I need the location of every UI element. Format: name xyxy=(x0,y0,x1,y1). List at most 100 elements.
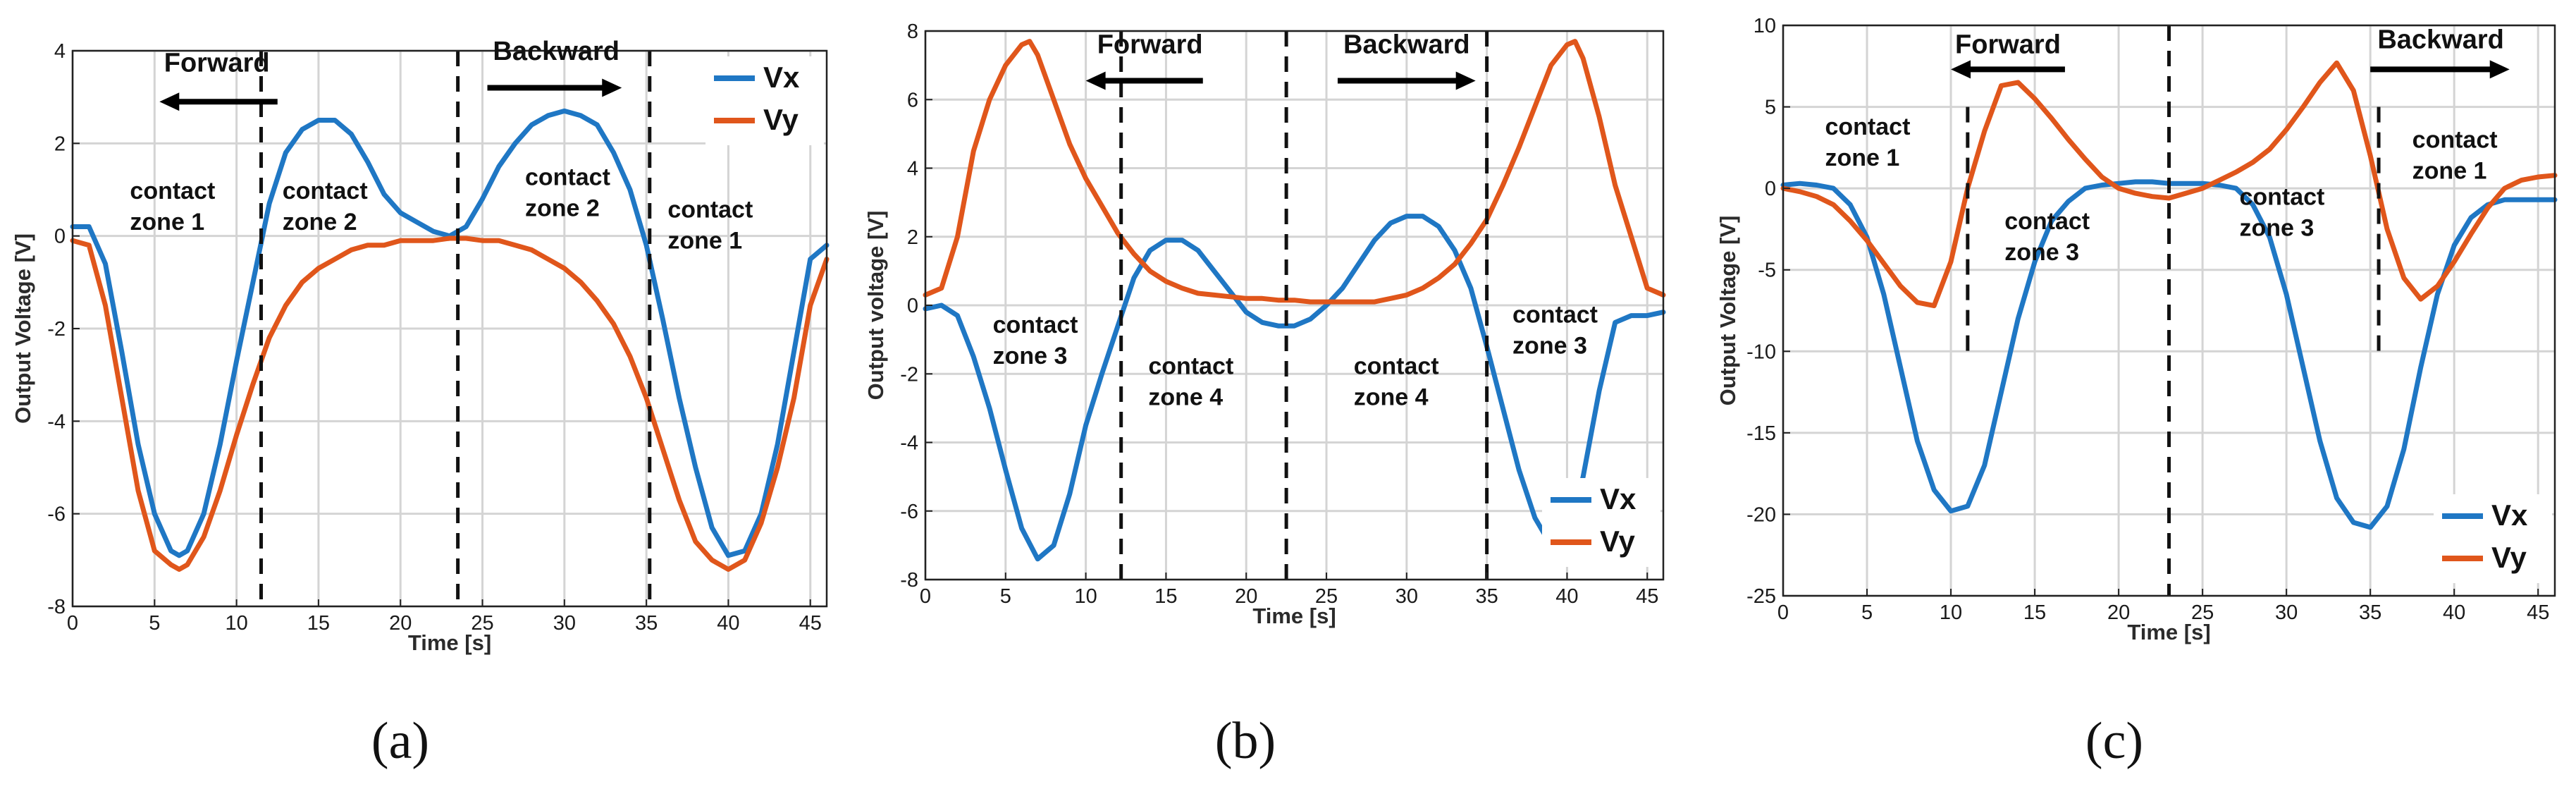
x-tick-label: 40 xyxy=(2443,601,2465,624)
axes-frame xyxy=(1782,24,2556,597)
annotation-line: zone 1 xyxy=(1825,145,1900,171)
x-tick-label: 40 xyxy=(717,612,739,635)
y-tick-label: 4 xyxy=(54,40,66,63)
legend: Vx Vy xyxy=(705,56,824,145)
y-tick-label: -2 xyxy=(47,318,66,341)
direction-label-backward: Backward xyxy=(2377,25,2504,54)
x-tick-label: 35 xyxy=(2359,601,2381,624)
y-tick-label: -6 xyxy=(900,501,918,523)
y-tick-label: -4 xyxy=(47,410,66,433)
x-tick-label: 20 xyxy=(1235,585,1257,608)
direction-label-forward: Forward xyxy=(1097,30,1203,60)
y-tick-label: -20 xyxy=(1746,503,1776,526)
annotation-line: contact xyxy=(667,196,753,223)
x-tick-label: 20 xyxy=(389,612,412,635)
direction-arrow-head xyxy=(1455,71,1476,90)
legend: Vx Vy xyxy=(2434,494,2552,583)
legend: Vx Vy xyxy=(1542,478,1660,567)
legend-label-vy: Vy xyxy=(1600,525,1635,558)
annotation-line: zone 2 xyxy=(283,209,357,236)
direction-label-forward: Forward xyxy=(164,49,270,78)
x-axis-label: Time [s] xyxy=(408,630,491,655)
annotation-line: zone 3 xyxy=(993,343,1068,369)
y-axis-label: Output Voltage [V] xyxy=(11,233,35,424)
x-tick-label: 0 xyxy=(1777,601,1789,624)
contact-zone-annotation: contact zone 3 xyxy=(2004,208,2090,266)
y-tick-label: -25 xyxy=(1746,585,1776,608)
panel-caption: (b) xyxy=(1215,712,1276,770)
x-tick-label: 25 xyxy=(471,612,493,635)
x-tick-label: 10 xyxy=(1074,585,1097,608)
x-tick-label: 25 xyxy=(2191,601,2214,624)
annotation-line: contact xyxy=(130,178,215,204)
annotation-line: contact xyxy=(1354,353,1439,379)
y-tick-label: 2 xyxy=(907,226,918,249)
y-tick-label: -10 xyxy=(1746,341,1776,363)
annotation-line: zone 2 xyxy=(525,195,600,221)
x-tick-label: 10 xyxy=(225,612,247,635)
contact-zone-annotation: contact zone 4 xyxy=(1354,353,1439,410)
contact-zone-annotation: contact zone 1 xyxy=(2412,126,2498,184)
x-tick-label: 45 xyxy=(2527,601,2549,624)
x-tick-label: 45 xyxy=(1636,585,1658,608)
legend-box xyxy=(1542,478,1660,567)
annotation-line: zone 1 xyxy=(2412,157,2487,184)
y-tick-label: -15 xyxy=(1746,422,1776,445)
y-tick-label: -2 xyxy=(900,363,918,386)
direction-label-backward: Backward xyxy=(493,37,620,66)
x-tick-label: 5 xyxy=(149,612,160,635)
legend-label-vx: Vx xyxy=(1600,482,1637,515)
legend-box xyxy=(2434,494,2552,583)
annotation-line: zone 3 xyxy=(1512,332,1587,359)
chart-panel-3: 0 5 10 15 20 25 30 35 40 45 10 5 0 -5 -10 -15 -20 -25 Time… xyxy=(1715,15,2558,770)
panel-caption: (a) xyxy=(371,712,429,770)
legend-box xyxy=(705,56,824,145)
legend-label-vy: Vy xyxy=(763,103,799,136)
annotation-line: contact xyxy=(1512,301,1598,328)
direction-arrow-head xyxy=(602,78,622,97)
annotation-line: zone 4 xyxy=(1354,384,1429,410)
direction-label-backward: Backward xyxy=(1343,30,1470,60)
y-axis-label: Output Voltage [V] xyxy=(1715,216,1740,406)
y-tick-label: 5 xyxy=(1765,97,1776,119)
y-tick-label: 4 xyxy=(907,158,918,181)
series-line-vy xyxy=(923,39,1666,305)
contact-zone-annotation: contact zone 1 xyxy=(1825,114,1911,171)
contact-zone-annotation: contact zone 2 xyxy=(283,178,368,236)
contact-zone-annotation: contact zone 2 xyxy=(525,164,610,221)
legend-label-vy: Vy xyxy=(2491,541,2527,574)
direction-arrow-head xyxy=(1085,71,1106,90)
x-tick-label: 5 xyxy=(1000,585,1011,608)
x-tick-label: 0 xyxy=(67,612,78,635)
annotation-line: contact xyxy=(525,164,610,190)
y-axis-label: Output voltage [V] xyxy=(863,211,888,400)
direction-arrow-head xyxy=(2489,60,2510,79)
series-line-vy xyxy=(1780,60,2558,309)
annotation-line: contact xyxy=(993,312,1078,338)
x-tick-label: 15 xyxy=(1154,585,1177,608)
y-tick-label: 2 xyxy=(54,133,66,155)
x-tick-label: 30 xyxy=(2275,601,2298,624)
x-tick-label: 15 xyxy=(307,612,330,635)
series-line-vx xyxy=(70,108,830,558)
y-tick-label: -8 xyxy=(900,569,918,592)
contact-zone-annotation: contact zone 1 xyxy=(667,196,753,254)
contact-zone-annotation: contact zone 3 xyxy=(993,312,1078,369)
direction-arrow-head xyxy=(1951,60,1971,79)
direction-label-forward: Forward xyxy=(1955,30,2061,59)
x-tick-label: 35 xyxy=(1475,585,1498,608)
contact-zone-annotation: contact zone 3 xyxy=(2239,183,2324,241)
y-tick-label: 8 xyxy=(907,20,918,43)
contact-zone-annotation: contact zone 4 xyxy=(1148,353,1233,410)
y-tick-label: 0 xyxy=(907,295,918,317)
legend-label-vx: Vx xyxy=(763,61,800,94)
y-tick-label: 6 xyxy=(907,89,918,111)
contact-zone-annotation: contact zone 3 xyxy=(1512,301,1598,359)
x-tick-label: 0 xyxy=(920,585,931,608)
x-tick-label: 35 xyxy=(635,612,658,635)
y-tick-label: 0 xyxy=(1765,178,1776,200)
annotation-line: contact xyxy=(2239,183,2324,210)
